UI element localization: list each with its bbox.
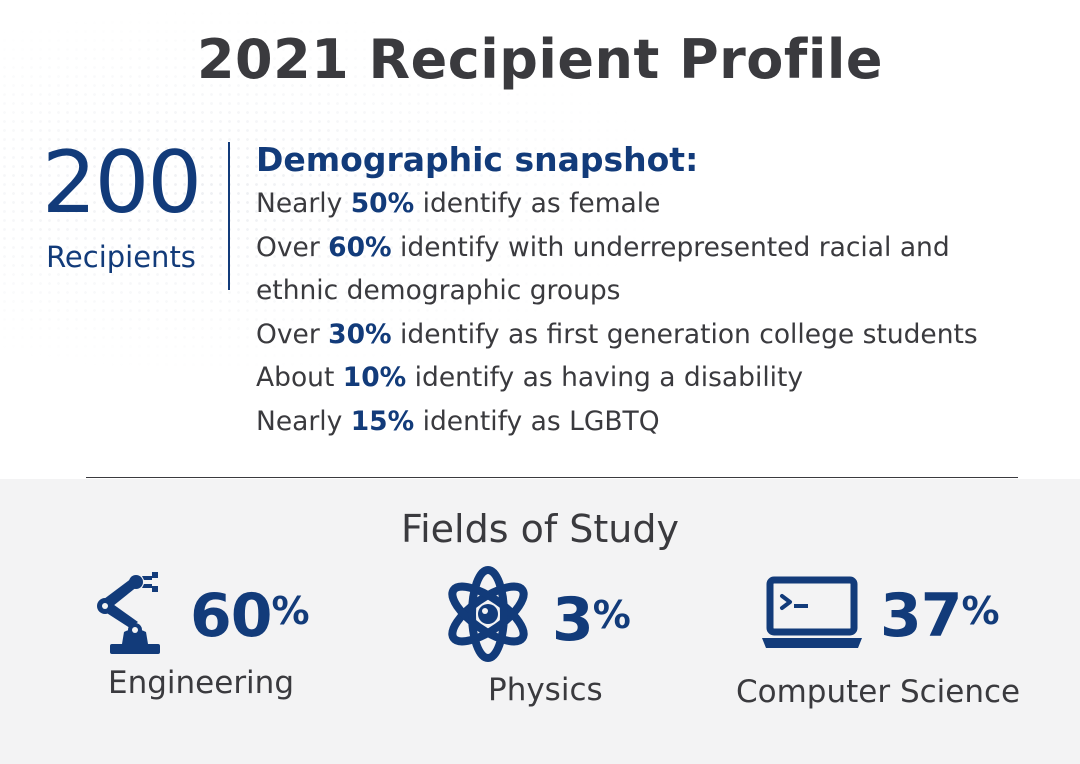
snapshot-item-text: identify with underrepresented racial an… bbox=[391, 231, 950, 263]
background-dot-pattern bbox=[0, 0, 1080, 478]
snapshot-item-prefix: Nearly bbox=[256, 405, 351, 437]
robot-arm-icon bbox=[92, 568, 172, 662]
physics-percent-number: 3 bbox=[552, 585, 594, 655]
snapshot-item-text: identify as LGBTQ bbox=[414, 405, 660, 437]
engineering-percent-sign: % bbox=[271, 589, 310, 633]
snapshot-list: Nearly 50% identify as female Over 60% i… bbox=[256, 182, 1056, 443]
physics-percent-sign: % bbox=[592, 593, 631, 637]
computer-science-percent-sign: % bbox=[961, 589, 1000, 633]
laptop-terminal-icon bbox=[760, 576, 864, 656]
snapshot-item-percent: 50% bbox=[350, 188, 415, 219]
demographic-snapshot: Demographic snapshot: Nearly 50% identif… bbox=[256, 138, 1056, 443]
fields-title: Fields of Study bbox=[400, 507, 679, 551]
snapshot-item: Over 30% identify as first generation co… bbox=[256, 313, 1056, 357]
snapshot-item-text: identify as first generation college stu… bbox=[391, 318, 978, 350]
atom-icon bbox=[442, 564, 534, 668]
recipient-count-label: Recipients bbox=[46, 240, 196, 274]
snapshot-item-prefix: About bbox=[256, 362, 343, 393]
recipient-count: 200 bbox=[41, 133, 202, 233]
snapshot-item-percent: 10% bbox=[342, 362, 407, 393]
computer-science-percent-number: 37 bbox=[880, 581, 962, 651]
snapshot-item-prefix: Nearly bbox=[256, 188, 351, 219]
engineering-percent-number: 60 bbox=[190, 581, 272, 651]
snapshot-heading: Demographic snapshot: bbox=[256, 140, 699, 179]
snapshot-item: Nearly 50% identify as female bbox=[256, 182, 1056, 226]
physics-percent: 3% bbox=[552, 590, 631, 650]
snapshot-item: Nearly 15% identify as LGBTQ bbox=[256, 400, 1056, 444]
section-divider bbox=[86, 477, 1018, 478]
vertical-divider bbox=[228, 142, 230, 290]
snapshot-item-prefix: Over bbox=[256, 318, 329, 350]
snapshot-item: About 10% identify as having a disabilit… bbox=[256, 356, 1056, 400]
page-title: 2021 Recipient Profile bbox=[196, 28, 884, 91]
engineering-percent: 60% bbox=[190, 586, 310, 646]
physics-label: Physics bbox=[488, 672, 603, 708]
computer-science-percent: 37% bbox=[880, 586, 1000, 646]
engineering-label: Engineering bbox=[108, 665, 294, 701]
fields-panel bbox=[0, 479, 1080, 764]
snapshot-item-percent: 15% bbox=[350, 405, 415, 437]
snapshot-item-percent: 60% bbox=[328, 231, 392, 263]
snapshot-item-percent: 30% bbox=[328, 318, 392, 350]
snapshot-item-text: ethnic demographic groups bbox=[256, 275, 621, 306]
snapshot-item-prefix: Over bbox=[256, 231, 329, 263]
snapshot-item: ethnic demographic groups bbox=[256, 269, 1056, 313]
snapshot-item-text: identify as having a disability bbox=[406, 362, 804, 393]
snapshot-item: Over 60% identify with underrepresented … bbox=[256, 226, 1056, 270]
snapshot-item-text: identify as female bbox=[414, 188, 661, 219]
computer-science-label: Computer Science bbox=[736, 674, 1021, 710]
